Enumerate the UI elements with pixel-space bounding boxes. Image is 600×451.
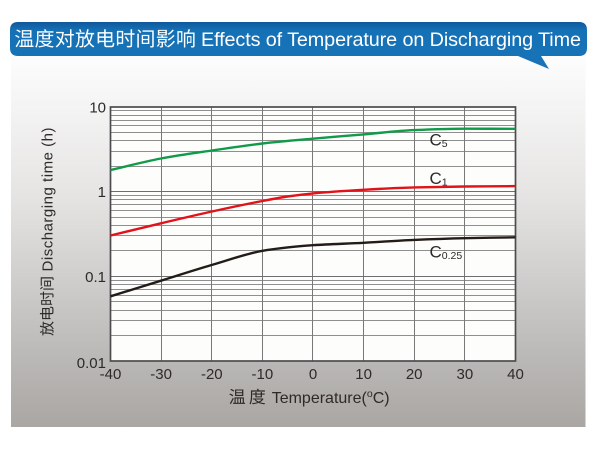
svg-text:Effects of Temperature on Disc: Effects of Temperature on Discharging Ti… [201,29,581,51]
svg-text:0.01: 0.01 [77,355,106,372]
svg-text:40: 40 [507,366,524,383]
svg-text:20: 20 [406,366,423,383]
svg-text:0: 0 [309,366,317,383]
svg-text:Temperature(oC): Temperature(oC) [272,388,390,407]
svg-text:30: 30 [457,366,474,383]
svg-text:-20: -20 [201,366,223,383]
svg-text:1: 1 [98,184,106,201]
svg-text:-40: -40 [100,366,122,383]
svg-text:Discharging time (h): Discharging time (h) [40,128,57,272]
svg-text:10: 10 [355,366,372,383]
svg-text:0.1: 0.1 [85,269,106,286]
svg-text:-10: -10 [252,366,274,383]
svg-text:-30: -30 [150,366,172,383]
svg-text:10: 10 [89,100,106,117]
